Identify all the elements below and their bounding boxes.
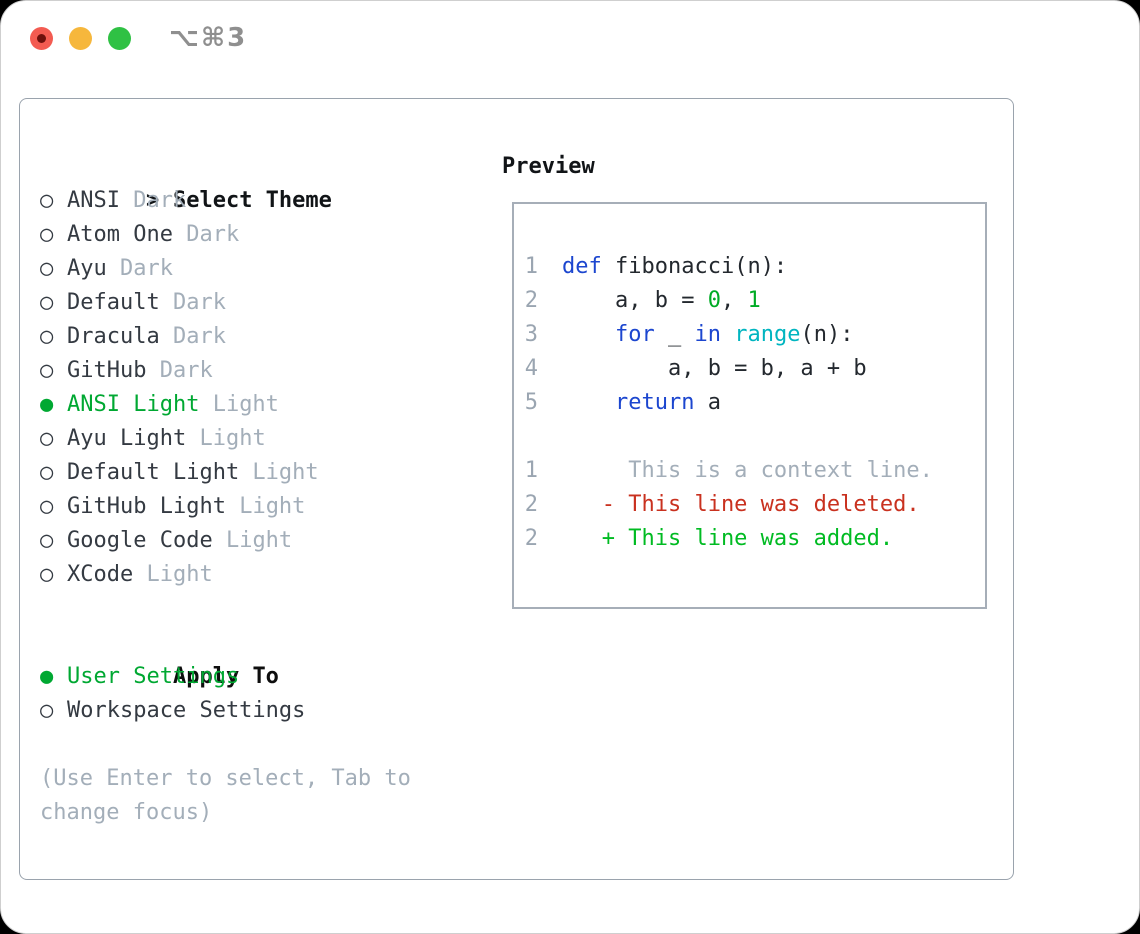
code-line: 2 a, b = 0, 1 bbox=[522, 284, 979, 318]
close-active-dot-icon bbox=[37, 34, 46, 43]
window-title: ⌥⌘3 bbox=[169, 23, 248, 53]
theme-option-label: Default Light bbox=[67, 460, 240, 485]
theme-variant-label: Light bbox=[225, 494, 306, 519]
theme-option-label: Google Code bbox=[67, 528, 213, 553]
theme-option-label: GitHub Light bbox=[67, 494, 226, 519]
code-line: 1 def fibonacci(n): bbox=[522, 250, 979, 284]
theme-variant-label: Light bbox=[186, 426, 266, 451]
spacer bbox=[40, 728, 411, 762]
radio-unselected-icon: ○ bbox=[40, 290, 54, 315]
theme-option-ansi-light[interactable]: ● ANSI Light Light bbox=[40, 388, 411, 422]
apply-option-label: Workspace Settings bbox=[67, 698, 306, 723]
code-line: 5 return a bbox=[522, 386, 979, 420]
preview-heading: Preview bbox=[502, 154, 595, 179]
code-line: 3 for _ in range(n): bbox=[522, 318, 979, 352]
radio-unselected-icon: ○ bbox=[40, 426, 54, 451]
select-theme-heading: > Select Theme bbox=[40, 150, 411, 213]
apply-option-user-settings[interactable]: ● User Settings bbox=[40, 660, 411, 694]
apply-option-label: User Settings bbox=[67, 664, 240, 689]
theme-option-label: Default bbox=[67, 290, 160, 315]
theme-variant-label: Dark bbox=[159, 290, 226, 315]
theme-variant-label: Dark bbox=[159, 324, 226, 349]
diff-line: 2 - This line was deleted. bbox=[522, 488, 979, 522]
theme-option-label: Atom One bbox=[67, 222, 173, 247]
radio-unselected-icon: ○ bbox=[40, 460, 54, 485]
select-theme-heading-label: Select Theme bbox=[172, 188, 332, 213]
theme-option-github-light[interactable]: ○ GitHub Light Light bbox=[40, 490, 411, 524]
line-number: 2 bbox=[524, 288, 538, 313]
theme-option-github[interactable]: ○ GitHub Dark bbox=[40, 354, 411, 388]
focus-marker-icon: > bbox=[145, 188, 160, 213]
theme-list: ○ ANSI Dark ○ Atom One Dark ○ Ayu Dark ○ Defaul… bbox=[40, 184, 411, 592]
theme-variant-label: Dark bbox=[119, 188, 187, 213]
theme-variant-label: Dark bbox=[106, 256, 173, 281]
apply-to-heading: Apply To bbox=[40, 626, 411, 689]
line-number: 4 bbox=[524, 356, 538, 381]
spacer bbox=[522, 420, 979, 454]
help-text-line-1: (Use Enter to select, Tab to bbox=[40, 766, 411, 791]
title-bar: ⌥⌘3 bbox=[1, 1, 1139, 76]
theme-variant-label: Light bbox=[133, 562, 213, 587]
traffic-light-group bbox=[30, 27, 131, 50]
radio-selected-icon: ● bbox=[40, 664, 54, 689]
radio-unselected-icon: ○ bbox=[40, 358, 54, 383]
theme-option-label: ANSI bbox=[67, 188, 120, 213]
theme-variant-label: Dark bbox=[172, 222, 240, 247]
radio-unselected-icon: ○ bbox=[40, 528, 54, 553]
line-number: 3 bbox=[524, 322, 538, 347]
theme-variant-label: Light bbox=[239, 460, 319, 485]
theme-option-atom-one[interactable]: ○ Atom One Dark bbox=[40, 218, 411, 252]
theme-option-dracula[interactable]: ○ Dracula Dark bbox=[40, 320, 411, 354]
line-number: 2 bbox=[524, 526, 538, 551]
radio-unselected-icon: ○ bbox=[40, 494, 54, 519]
apply-to-list: ● User Settings ○ Workspace Settings bbox=[40, 660, 411, 728]
theme-variant-label: Light bbox=[199, 392, 279, 417]
radio-unselected-icon: ○ bbox=[40, 222, 54, 247]
theme-option-ayu[interactable]: ○ Ayu Dark bbox=[40, 252, 411, 286]
theme-option-google-code[interactable]: ○ Google Code Light bbox=[40, 524, 411, 558]
theme-option-ayu-light[interactable]: ○ Ayu Light Light bbox=[40, 422, 411, 456]
radio-unselected-icon: ○ bbox=[40, 698, 54, 723]
diff-line: 2 + This line was added. bbox=[522, 522, 979, 556]
line-number: 1 bbox=[524, 254, 538, 279]
radio-unselected-icon: ○ bbox=[40, 188, 54, 213]
theme-variant-label: Light bbox=[212, 528, 293, 553]
theme-list-pane: > Select Theme ○ ANSI Dark ○ Atom One Dark ○ A… bbox=[40, 150, 411, 830]
radio-unselected-icon: ○ bbox=[40, 562, 54, 587]
apply-option-workspace-settings[interactable]: ○ Workspace Settings bbox=[40, 694, 411, 728]
close-button[interactable] bbox=[30, 27, 53, 50]
line-number: 1 bbox=[524, 458, 538, 483]
theme-option-label: Dracula bbox=[67, 324, 160, 349]
theme-option-label: Ayu Light bbox=[67, 426, 187, 451]
theme-option-xcode[interactable]: ○ XCode Light bbox=[40, 558, 411, 592]
apply-to-heading-label: Apply To bbox=[172, 664, 279, 689]
theme-option-label: GitHub bbox=[67, 358, 147, 383]
theme-variant-label: Dark bbox=[146, 358, 213, 383]
theme-option-default[interactable]: ○ Default Dark bbox=[40, 286, 411, 320]
radio-unselected-icon: ○ bbox=[40, 324, 54, 349]
diff-line: 1 This is a context line. bbox=[522, 454, 979, 488]
theme-option-label: XCode bbox=[67, 562, 134, 587]
zoom-button[interactable] bbox=[108, 27, 131, 50]
theme-picker-panel: > Select Theme ○ ANSI Dark ○ Atom One Dark ○ A… bbox=[19, 98, 1014, 880]
spacer bbox=[40, 592, 411, 626]
theme-option-default-light[interactable]: ○ Default Light Light bbox=[40, 456, 411, 490]
line-number: 2 bbox=[524, 492, 538, 517]
minimize-button[interactable] bbox=[69, 27, 92, 50]
theme-option-label: ANSI Light bbox=[67, 392, 200, 417]
radio-selected-icon: ● bbox=[40, 392, 54, 417]
theme-option-label: Ayu bbox=[67, 256, 107, 281]
radio-unselected-icon: ○ bbox=[40, 256, 54, 281]
code-line: 4 a, b = b, a + b bbox=[522, 352, 979, 386]
line-number: 5 bbox=[524, 390, 538, 415]
diff-preview: 1 This is a context line. 2 - This line w… bbox=[522, 454, 979, 556]
help-text-line-2: change focus) bbox=[40, 800, 213, 825]
theme-option-ansi[interactable]: ○ ANSI Dark bbox=[40, 184, 411, 218]
